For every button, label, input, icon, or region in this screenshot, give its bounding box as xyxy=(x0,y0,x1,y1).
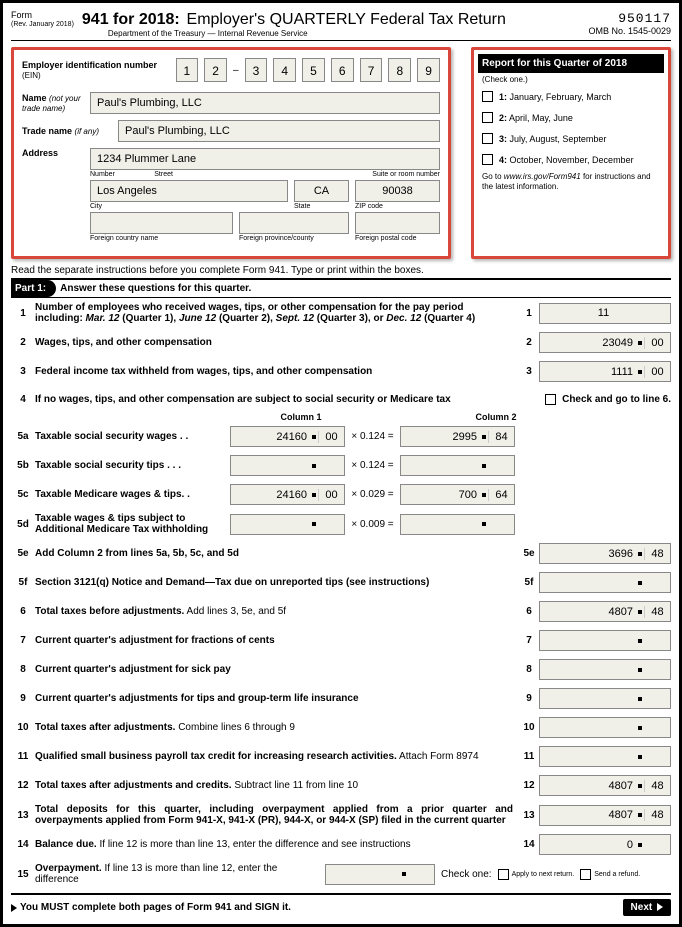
l5e-val[interactable]: 369648 xyxy=(539,543,671,564)
l5b-c1[interactable] xyxy=(230,455,345,476)
line-14: 14Balance due. If line 12 is more than l… xyxy=(11,830,671,859)
l12-val[interactable]: 480748 xyxy=(539,775,671,796)
l5a-c2[interactable]: 299584 xyxy=(400,426,515,447)
part1-label: Part 1: xyxy=(11,280,56,297)
ein-d6[interactable]: 7 xyxy=(360,58,383,82)
l5c-c2[interactable]: 70064 xyxy=(400,484,515,505)
line-5b: 5bTaxable social security tips . . . × 0… xyxy=(11,451,671,480)
line-3: 3Federal income tax withheld from wages,… xyxy=(11,357,671,386)
l15-chk2[interactable] xyxy=(580,869,591,880)
rev-label: (Rev. January 2018) xyxy=(11,21,74,29)
form-header: Form (Rev. January 2018) 941 for 2018: E… xyxy=(11,11,671,41)
l15-val[interactable] xyxy=(325,864,435,885)
employer-box: Employer identification number (EIN) 1 2… xyxy=(11,47,451,259)
form-subtitle: Employer's QUARTERLY Federal Tax Return xyxy=(187,11,506,28)
line-2: 2Wages, tips, and other compensation2 23… xyxy=(11,328,671,357)
line1-val[interactable]: 11 xyxy=(539,303,671,324)
q3-chk xyxy=(482,133,493,144)
code: 950117 xyxy=(588,11,671,26)
q4-chk xyxy=(482,154,493,165)
l6-val[interactable]: 480748 xyxy=(539,601,671,622)
ein-d7[interactable]: 8 xyxy=(388,58,411,82)
ein-d1[interactable]: 2 xyxy=(204,58,227,82)
trade-input[interactable]: Paul's Plumbing, LLC xyxy=(118,120,440,142)
line-9: 9Current quarter's adjustments for tips … xyxy=(11,684,671,713)
ein-d2[interactable]: 3 xyxy=(245,58,268,82)
fz-input[interactable] xyxy=(355,212,440,234)
q3-opt[interactable]: 3: July, August, September xyxy=(478,128,664,149)
line-11: 11Qualified small business payroll tax c… xyxy=(11,742,671,771)
l13-val[interactable]: 480748 xyxy=(539,805,671,826)
l8-val[interactable] xyxy=(539,659,671,680)
quarter-check: (Check one.) xyxy=(478,73,664,86)
addr-label: Address xyxy=(22,148,82,158)
ein-d8[interactable]: 9 xyxy=(417,58,440,82)
next-button[interactable]: Next xyxy=(623,899,671,916)
dept-label: Department of the Treasury — Internal Re… xyxy=(108,29,506,38)
line-7: 7Current quarter's adjustment for fracti… xyxy=(11,626,671,655)
l14-val[interactable]: 0 xyxy=(539,834,671,855)
fp-input[interactable] xyxy=(239,212,349,234)
q2-opt[interactable]: 2: April, May, June xyxy=(478,107,664,128)
quarter-box: Report for this Quarter of 2018 (Check o… xyxy=(471,47,671,259)
city-input[interactable]: Los Angeles xyxy=(90,180,288,202)
l11-val[interactable] xyxy=(539,746,671,767)
line-4: 4If no wages, tips, and other compensati… xyxy=(11,386,671,412)
l5f-val[interactable] xyxy=(539,572,671,593)
zip-input[interactable]: 90038 xyxy=(355,180,440,202)
l5b-c2[interactable] xyxy=(400,455,515,476)
line-10: 10Total taxes after adjustments. Combine… xyxy=(11,713,671,742)
line-13: 13Total deposits for this quarter, inclu… xyxy=(11,800,671,830)
ein-label: Employer identification number (EIN) xyxy=(22,60,170,80)
line-15: 15Overpayment. If line 13 is more than l… xyxy=(11,859,671,889)
instructions: Read the separate instructions before yo… xyxy=(11,265,671,276)
line-6: 6Total taxes before adjustments. Add lin… xyxy=(11,597,671,626)
line-1: 1 Number of employees who received wages… xyxy=(11,298,671,328)
l9-val[interactable] xyxy=(539,688,671,709)
form-label: Form xyxy=(11,11,74,21)
ein-d0[interactable]: 1 xyxy=(176,58,199,82)
line-5d: 5dTaxable wages & tips subject to Additi… xyxy=(11,509,671,539)
triangle-icon xyxy=(11,904,17,912)
line-5a: 5aTaxable social security wages . . 2416… xyxy=(11,422,671,451)
col-headers: Column 1Column 2 xyxy=(11,412,671,422)
q1-opt[interactable]: 1: January, February, March xyxy=(478,86,664,107)
street-input[interactable]: 1234 Plummer Lane xyxy=(90,148,440,170)
q2-chk xyxy=(482,112,493,123)
footer: You MUST complete both pages of Form 941… xyxy=(11,893,671,916)
trade-label: Trade name (if any) xyxy=(22,126,110,136)
ein-d4[interactable]: 5 xyxy=(302,58,325,82)
part1-row: Part 1: Answer these questions for this … xyxy=(11,278,671,298)
line4-chk[interactable] xyxy=(545,394,556,405)
l15-chk1[interactable] xyxy=(498,869,509,880)
ein-d5[interactable]: 6 xyxy=(331,58,354,82)
line-12: 12Total taxes after adjustments and cred… xyxy=(11,771,671,800)
l7-val[interactable] xyxy=(539,630,671,651)
name-input[interactable]: Paul's Plumbing, LLC xyxy=(90,92,440,114)
ein-d3[interactable]: 4 xyxy=(273,58,296,82)
state-input[interactable]: CA xyxy=(294,180,349,202)
line-5e: 5eAdd Column 2 from lines 5a, 5b, 5c, an… xyxy=(11,539,671,568)
l5d-c2[interactable] xyxy=(400,514,515,535)
q4-opt[interactable]: 4: October, November, December xyxy=(478,149,664,170)
part1-text: Answer these questions for this quarter. xyxy=(60,283,251,294)
line-5c: 5cTaxable Medicare wages & tips. . 24160… xyxy=(11,480,671,509)
l10-val[interactable] xyxy=(539,717,671,738)
omb: OMB No. 1545-0029 xyxy=(588,26,671,36)
quarter-note: Go to www.irs.gov/Form941 for instructio… xyxy=(478,170,664,195)
form-number: 941 for 2018: xyxy=(82,11,180,28)
line-8: 8Current quarter's adjustment for sick p… xyxy=(11,655,671,684)
l5d-c1[interactable] xyxy=(230,514,345,535)
q1-chk xyxy=(482,91,493,102)
name-label: Name (not your trade name) xyxy=(22,93,82,113)
line3-val[interactable]: 111100 xyxy=(539,361,671,382)
line2-val[interactable]: 2304900 xyxy=(539,332,671,353)
l5a-c1[interactable]: 2416000 xyxy=(230,426,345,447)
l5c-c1[interactable]: 2416000 xyxy=(230,484,345,505)
quarter-hdr: Report for this Quarter of 2018 xyxy=(478,54,664,73)
fc-input[interactable] xyxy=(90,212,233,234)
line-5f: 5fSection 3121(q) Notice and Demand—Tax … xyxy=(11,568,671,597)
